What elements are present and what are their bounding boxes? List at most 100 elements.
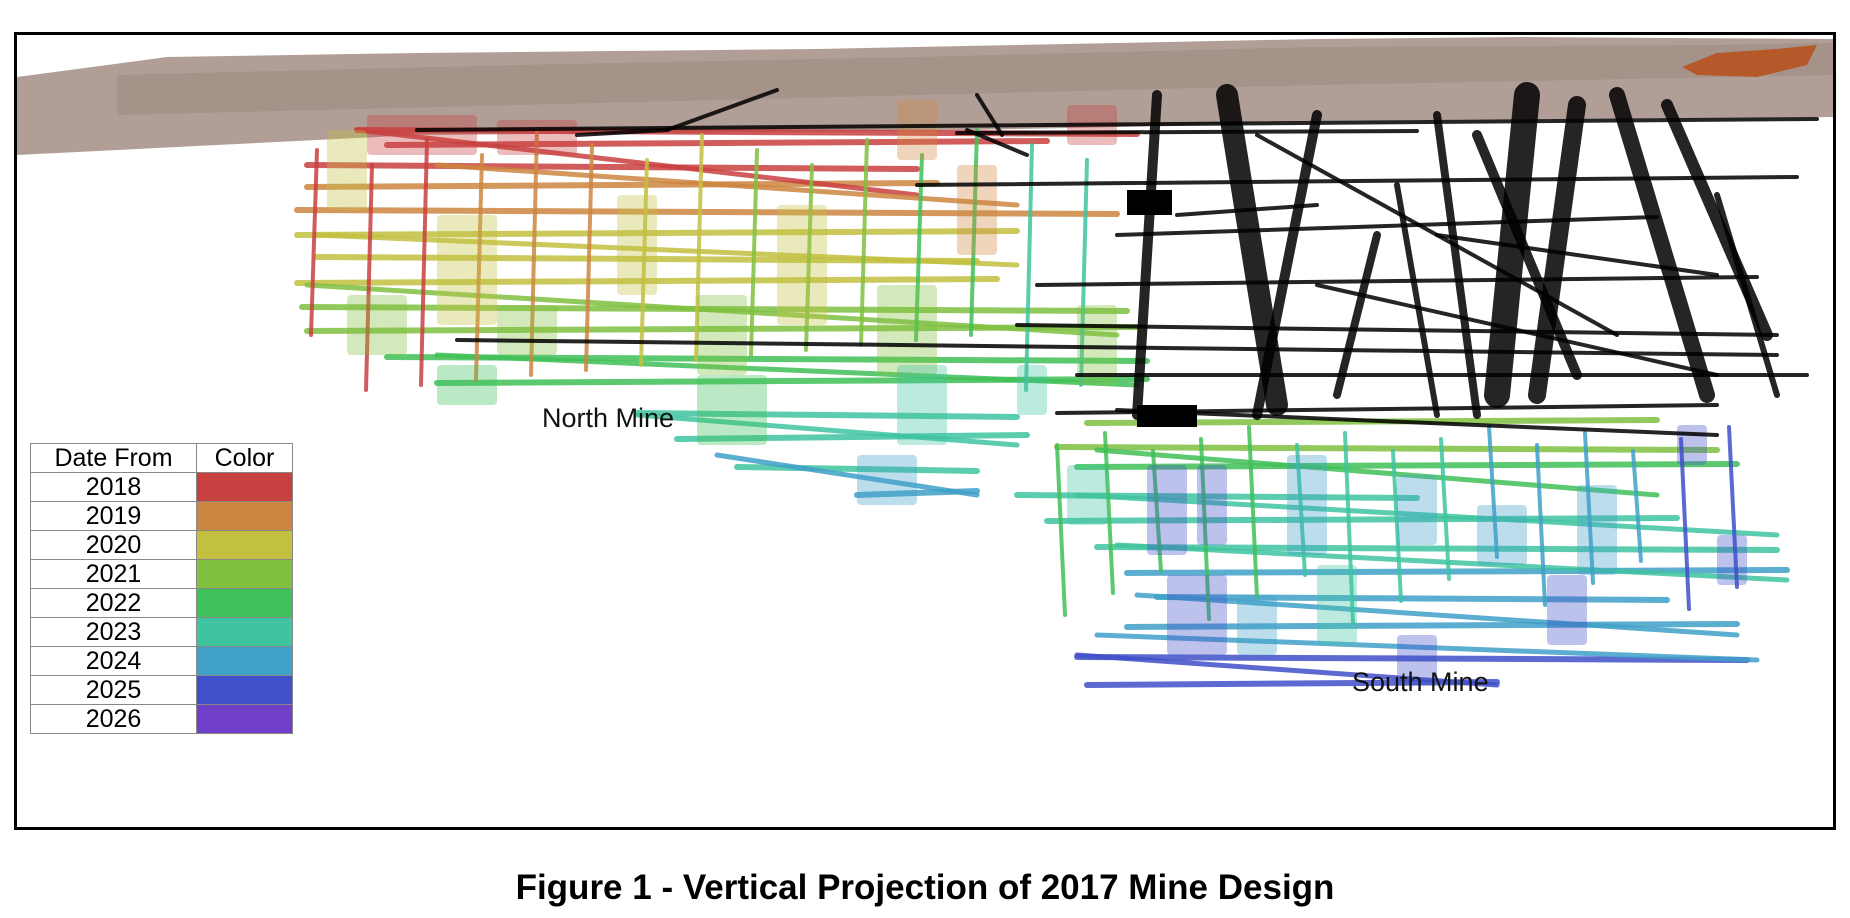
north-raise <box>474 153 484 382</box>
north-stope <box>777 205 827 325</box>
south-level-drift <box>1124 621 1740 630</box>
existing-orebody <box>1528 96 1586 404</box>
south-raise <box>1535 443 1547 607</box>
legend-row: 2018 <box>30 472 293 502</box>
south-raise <box>1679 437 1691 611</box>
north-stope <box>957 165 997 255</box>
north-ramp <box>354 127 920 198</box>
north-stope <box>327 130 367 210</box>
south-raise <box>1583 431 1595 585</box>
existing-orebody <box>1132 90 1162 420</box>
existing-workings <box>415 82 1819 437</box>
legend-year: 2024 <box>30 646 197 676</box>
south-raise <box>1487 425 1499 559</box>
north-level-drift <box>674 432 1030 442</box>
south-raise <box>1439 437 1451 581</box>
existing-orebody <box>1333 231 1381 399</box>
north-ramp <box>714 452 980 498</box>
legend-color-swatch <box>196 501 293 531</box>
north-stope <box>437 365 497 405</box>
south-stope <box>1067 465 1107 525</box>
legend-row: 2026 <box>30 704 293 734</box>
south-raise <box>1343 431 1355 625</box>
south-stope <box>1317 565 1357 645</box>
legend-header-color: Color <box>196 443 293 473</box>
south-raise <box>1151 449 1163 573</box>
legend-body: 2018 2019 2020 2021 2022 2023 2024 2025 2026 <box>30 472 293 734</box>
south-stope <box>1577 485 1617 575</box>
south-raise <box>1727 425 1739 589</box>
existing-stope <box>1137 405 1197 427</box>
north-stope <box>877 285 937 375</box>
existing-orebody <box>1714 192 1780 398</box>
north-stope <box>497 120 577 155</box>
legend-header-date-from: Date From <box>30 443 197 473</box>
mine-projection-frame: North Mine South Mine Date From Color 20… <box>14 32 1836 830</box>
legend-year: 2025 <box>30 675 197 705</box>
north-stope <box>857 455 917 505</box>
north-level-drift <box>304 162 920 172</box>
north-level-drift <box>634 410 1020 420</box>
south-ramp <box>1074 492 1780 538</box>
north-raise <box>969 128 979 337</box>
north-stope <box>367 115 477 155</box>
north-raise <box>859 138 869 347</box>
south-ramp <box>1094 632 1760 663</box>
legend-color-swatch <box>196 530 293 560</box>
legend-year: 2020 <box>30 530 197 560</box>
south-stope <box>1547 575 1587 645</box>
legend-year: 2018 <box>30 472 197 502</box>
existing-drift <box>1115 215 1659 237</box>
existing-ramp <box>1435 233 1719 277</box>
north-raise <box>749 148 759 357</box>
existing-drift <box>455 338 1779 357</box>
south-ramp <box>1114 542 1790 583</box>
south-level-drift <box>1074 461 1740 470</box>
north-ramp <box>634 412 1020 448</box>
north-level-drift <box>734 464 980 474</box>
legend-year: 2026 <box>30 704 197 734</box>
north-raise <box>584 143 594 372</box>
legend-color-swatch <box>196 675 293 705</box>
south-ramp <box>1134 592 1740 638</box>
north-stope <box>347 295 407 355</box>
south-level-drift <box>1074 654 1750 663</box>
existing-orebody <box>1609 87 1715 403</box>
north-mine-label: North Mine <box>542 403 675 433</box>
south-raise <box>1631 449 1643 563</box>
south-stope <box>1197 465 1227 545</box>
north-ramp <box>434 352 1140 388</box>
north-raise <box>804 163 814 352</box>
north-ramp <box>314 232 1020 268</box>
south-stope <box>1397 475 1437 545</box>
year-color-legend: Date From Color 2018 2019 2020 2021 2022 2023… <box>30 443 293 734</box>
legend-color-swatch <box>196 559 293 589</box>
legend-row: 2021 <box>30 559 293 589</box>
legend-color-swatch <box>196 588 293 618</box>
south-level-drift <box>1154 594 1670 603</box>
north-raise <box>694 133 704 362</box>
existing-orebody <box>1472 130 1582 380</box>
legend-row: 2020 <box>30 530 293 560</box>
existing-ramp <box>1315 283 1719 377</box>
north-stope <box>697 375 767 445</box>
north-stope <box>617 195 657 295</box>
existing-ramp <box>575 128 669 137</box>
north-stope <box>897 100 937 160</box>
mine-design-scene <box>17 37 1833 688</box>
north-stope <box>497 305 557 355</box>
existing-drift <box>1115 408 1719 437</box>
south-level-drift <box>1054 444 1720 453</box>
south-raise <box>1391 449 1403 603</box>
south-stope <box>1677 425 1707 465</box>
south-stope <box>1167 575 1227 655</box>
legend-header-row: Date From Color <box>30 443 293 473</box>
south-raise <box>1247 425 1259 599</box>
existing-drift <box>1035 275 1759 287</box>
legend-row: 2025 <box>30 675 293 705</box>
legend-color-swatch <box>196 617 293 647</box>
north-level-drift <box>294 207 1120 217</box>
existing-orebody <box>1394 182 1440 418</box>
legend-color-swatch <box>196 472 293 502</box>
existing-drift <box>955 129 1419 135</box>
